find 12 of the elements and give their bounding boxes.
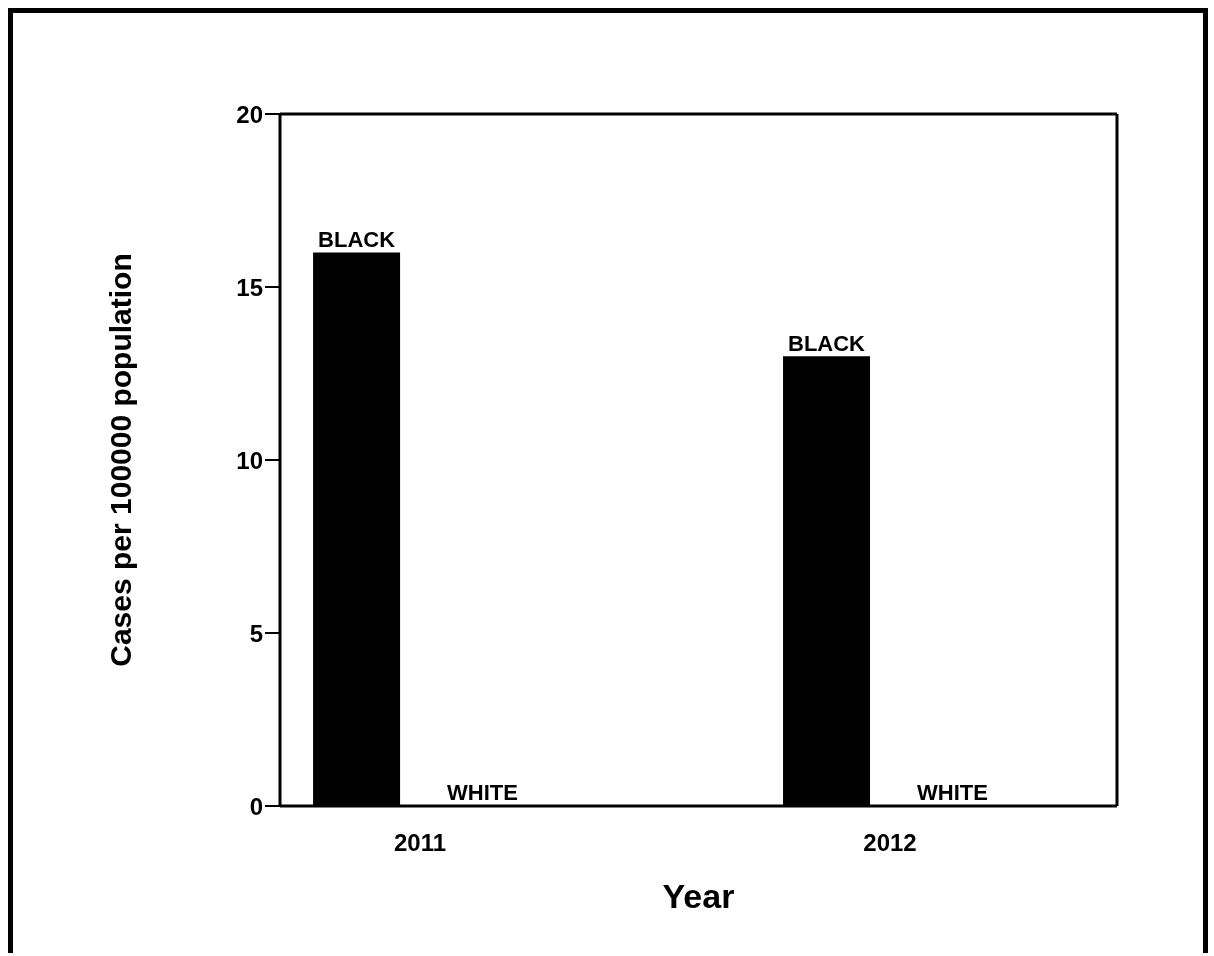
y-tick-label: 5 — [249, 619, 263, 647]
y-tick-label: 0 — [249, 792, 263, 820]
y-tick-label: 15 — [236, 273, 263, 301]
y-tick-label: 10 — [236, 446, 263, 474]
x-tick-label: 2011 — [394, 829, 447, 857]
frame: 2011 2012 Year 0 5 10 15 20 Cases per 100000 population BLACK BLACK WHITE WHITE — [8, 8, 1208, 953]
series-label: BLACK — [318, 227, 396, 253]
x-tick-label: 2012 — [863, 829, 917, 857]
y-tick-label: 20 — [236, 100, 263, 128]
x-axis-title: Year — [662, 877, 735, 915]
series-label: WHITE — [447, 780, 519, 805]
y-axis-title: Cases per 100000 population — [103, 253, 137, 667]
